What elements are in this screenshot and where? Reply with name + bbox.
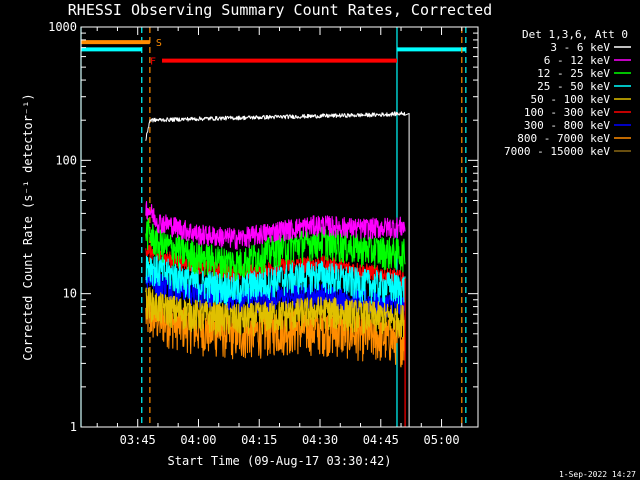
chart-title: RHESSI Observing Summary Count Rates, Co… (67, 1, 493, 19)
legend-label-1: 6 - 12 keV (544, 54, 611, 67)
annotation-label-0: S (156, 38, 162, 49)
legend-label-6: 300 - 800 keV (524, 119, 610, 132)
y-axis-label: Corrected Count Rate (s⁻¹ detector⁻¹) (21, 93, 35, 360)
x-tick-label-5: 05:00 (423, 433, 459, 447)
legend-label-7: 800 - 7000 keV (517, 132, 610, 145)
axes-layer: 1 10 100 1000 03:45 04:00 04:15 04:30 04:45 05:00… (21, 20, 479, 468)
series-line-0 (145, 111, 410, 427)
legend-label-5: 100 - 300 keV (524, 106, 610, 119)
x-tick-label-4: 04:45 (363, 433, 399, 447)
series-line-2 (145, 217, 406, 282)
x-axis-label: Start Time (09-Aug-17 03:30:42) (168, 454, 392, 468)
annotation-label-1: F (150, 57, 156, 68)
y-tick-label-2: 100 (55, 153, 77, 167)
x-tick-label-3: 04:30 (302, 433, 338, 447)
x-tick-label-0: 03:45 (120, 433, 156, 447)
series-layer (145, 111, 410, 427)
legend-label-4: 50 - 100 keV (531, 93, 611, 106)
annotation-layer: SF (81, 38, 397, 68)
legend-label-0: 3 - 6 keV (550, 41, 610, 54)
y-tick-label-0: 1 (70, 420, 77, 434)
legend-label-3: 25 - 50 keV (537, 80, 610, 93)
legend-label-8: 7000 - 15000 keV (504, 145, 610, 158)
series-line-1 (145, 201, 406, 250)
series-line-4 (145, 287, 406, 338)
y-tick-label-3: 1000 (48, 20, 77, 34)
legend-label-2: 12 - 25 keV (537, 67, 610, 80)
y-tick-label-1: 10 (63, 287, 77, 301)
x-tick-label-2: 04:15 (241, 433, 277, 447)
footer-date: 1-Sep-2022 14:27 (558, 470, 636, 479)
legend-title: Det 1,3,6, Att 0 (522, 28, 628, 41)
x-tick-label-1: 04:00 (180, 433, 216, 447)
series-line-3 (145, 254, 406, 306)
